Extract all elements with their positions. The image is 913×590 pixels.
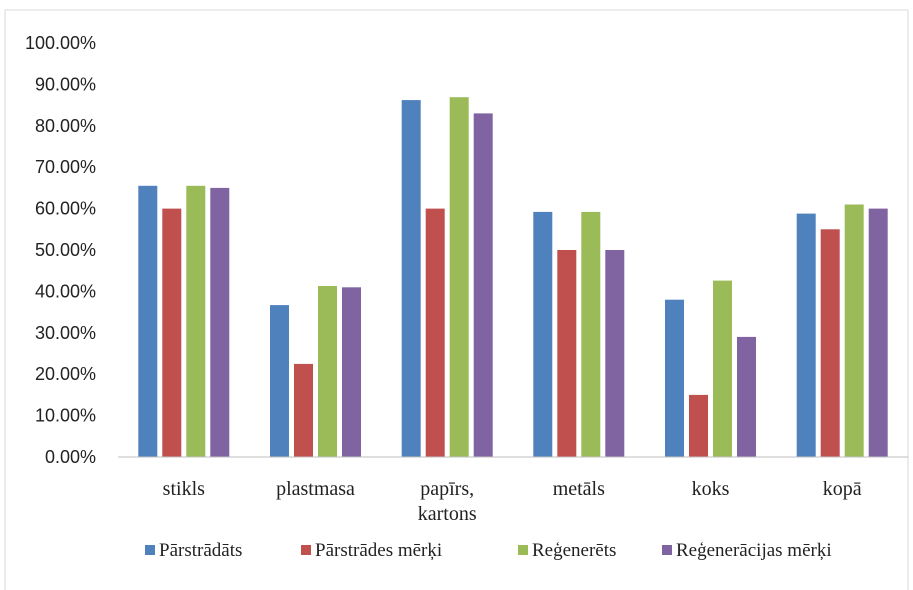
y-tick-label: 0.00% — [45, 447, 96, 467]
x-tick-label: papīrs, kartons — [418, 478, 477, 525]
y-tick-label: 10.00% — [35, 406, 96, 426]
bar — [270, 305, 289, 457]
legend-label: Pārstrādāts — [159, 540, 242, 561]
y-tick-label: 40.00% — [35, 281, 96, 301]
y-axis: 0.00% 10.00% 20.00% 30.00% 40.00% 50.00% 60.00… — [25, 33, 96, 467]
y-tick-label: 50.00% — [35, 240, 96, 260]
bar — [581, 211, 601, 457]
bar — [737, 336, 756, 457]
bar — [342, 287, 361, 457]
bar — [425, 208, 445, 457]
x-tick-label: metāls — [553, 478, 605, 500]
bar — [868, 208, 888, 457]
bar — [473, 113, 493, 458]
legend-swatch — [145, 545, 155, 555]
legend-swatch — [301, 545, 311, 555]
y-tick-label: 80.00% — [35, 116, 96, 136]
legend-swatch — [662, 545, 672, 555]
x-axis: stikls plastmasa papīrs, kartons metāls koks k… — [163, 478, 862, 525]
y-tick-label: 20.00% — [35, 364, 96, 384]
x-tick-label: stikls — [163, 478, 205, 500]
y-tick-label: 60.00% — [35, 199, 96, 219]
x-tick-label: kopā — [823, 478, 862, 500]
y-tick-label: 70.00% — [35, 157, 96, 177]
bar — [665, 299, 684, 457]
legend: Pārstrādāts Pārstrādes mērķi Reģenerēts Reģ… — [145, 540, 832, 561]
legend-swatch — [518, 545, 528, 555]
bar — [796, 213, 816, 457]
bar — [162, 208, 182, 457]
bar — [449, 97, 469, 457]
bar — [844, 204, 864, 457]
bar — [713, 280, 732, 457]
y-tick-label: 100.00% — [25, 33, 96, 53]
legend-label: Reģenerācijas mērķi — [676, 540, 832, 561]
bar — [318, 286, 337, 457]
x-tick-label: plastmasa — [276, 478, 355, 500]
bar — [294, 363, 313, 457]
bar — [557, 250, 577, 457]
bar — [401, 100, 421, 457]
legend-label: Reģenerēts — [532, 540, 616, 561]
bar — [138, 185, 158, 458]
x-tick-label: koks — [692, 478, 730, 500]
bar — [186, 185, 206, 458]
bar — [689, 394, 708, 457]
bar — [820, 229, 840, 457]
y-tick-label: 90.00% — [35, 74, 96, 94]
legend-label: Pārstrādes mērķi — [315, 540, 442, 561]
bar — [605, 250, 625, 457]
bar — [210, 187, 230, 457]
bar — [533, 211, 553, 457]
bars-group — [138, 97, 888, 458]
y-tick-label: 30.00% — [35, 323, 96, 343]
